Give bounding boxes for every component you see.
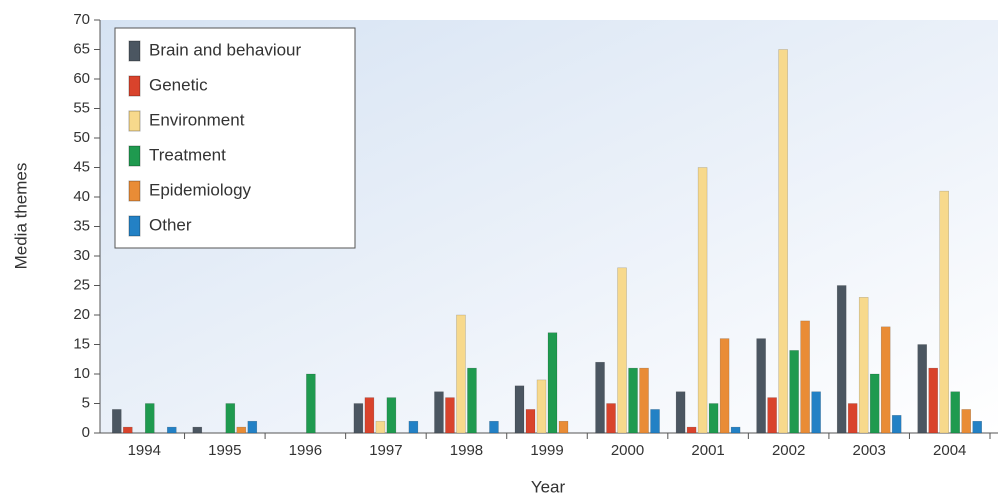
bar xyxy=(386,397,397,434)
y-axis-label: Media themes xyxy=(11,163,30,270)
bar xyxy=(891,415,902,434)
legend-box xyxy=(114,27,356,249)
bar xyxy=(225,403,236,434)
bar xyxy=(525,409,536,434)
bar xyxy=(639,367,649,434)
bar xyxy=(939,190,949,434)
legend-swatch xyxy=(128,110,141,132)
legend-swatch xyxy=(128,40,141,62)
y-tick-label: 40 xyxy=(73,188,90,205)
y-tick-label: 15 xyxy=(73,335,90,352)
bar xyxy=(408,420,419,434)
x-tick-label: 2000 xyxy=(611,442,644,459)
bar xyxy=(192,426,203,434)
bar xyxy=(514,385,525,434)
legend: Brain and behaviour Genetic Environment Tre… xyxy=(114,27,356,249)
legend-label: Epidemiology xyxy=(149,180,252,199)
bar xyxy=(880,326,891,434)
y-tick-label: 50 xyxy=(73,129,90,146)
legend-swatch xyxy=(128,215,141,237)
bar xyxy=(928,367,938,434)
bar xyxy=(778,49,788,434)
bar xyxy=(167,426,177,434)
bar xyxy=(836,285,847,434)
bar xyxy=(917,344,927,434)
bar xyxy=(650,409,660,434)
bar xyxy=(112,409,122,434)
bar xyxy=(767,397,777,434)
legend-label: Other xyxy=(149,215,192,234)
x-tick-label: 2004 xyxy=(933,442,966,459)
bar xyxy=(972,420,982,434)
bar xyxy=(847,403,858,434)
legend-swatch xyxy=(128,180,141,202)
bar xyxy=(375,420,386,434)
x-axis-label: Year xyxy=(531,477,566,496)
bar xyxy=(364,397,375,434)
bar xyxy=(353,403,364,434)
x-tick-label: 2001 xyxy=(691,442,724,459)
x-tick-label: 1999 xyxy=(530,442,563,459)
y-tick-label: 65 xyxy=(73,40,90,57)
y-tick-label: 30 xyxy=(73,247,90,264)
bar xyxy=(595,361,605,434)
bar xyxy=(756,338,766,434)
y-tick-label: 60 xyxy=(73,70,90,87)
bar xyxy=(686,426,697,434)
bar xyxy=(719,338,730,434)
y-tick-label: 0 xyxy=(82,424,90,441)
bar xyxy=(708,403,719,434)
y-tick-label: 20 xyxy=(73,306,90,323)
bar xyxy=(961,409,971,434)
bar xyxy=(730,426,741,434)
bar xyxy=(789,350,799,434)
bar xyxy=(869,373,880,434)
x-tick-label: 2003 xyxy=(852,442,885,459)
legend-swatch xyxy=(128,75,141,97)
bar xyxy=(236,426,247,434)
y-tick-label: 5 xyxy=(82,394,90,411)
bar xyxy=(675,391,686,434)
bar xyxy=(145,403,155,434)
bar xyxy=(445,397,455,434)
bar xyxy=(800,320,810,434)
bar xyxy=(628,367,638,434)
y-tick-label: 70 xyxy=(73,11,90,28)
bar xyxy=(247,420,258,434)
bar xyxy=(536,379,547,434)
legend-label: Brain and behaviour xyxy=(149,40,302,59)
bar xyxy=(811,391,821,434)
bar xyxy=(123,426,133,434)
bar xyxy=(306,373,316,434)
legend-label: Genetic xyxy=(149,75,208,94)
y-tick-label: 55 xyxy=(73,99,90,116)
bar xyxy=(434,391,444,434)
bar xyxy=(467,367,477,434)
bar xyxy=(558,420,569,434)
legend-label: Environment xyxy=(149,110,245,129)
bar xyxy=(547,332,558,434)
y-tick-label: 35 xyxy=(73,217,90,234)
legend-swatch xyxy=(128,145,141,167)
x-tick-label: 1996 xyxy=(289,442,322,459)
x-tick-label: 1997 xyxy=(369,442,402,459)
bar xyxy=(858,297,869,434)
x-tick-label: 1995 xyxy=(208,442,241,459)
bar xyxy=(617,267,627,434)
bar xyxy=(950,391,960,434)
bar xyxy=(489,420,499,434)
x-tick-label: 1994 xyxy=(128,442,161,459)
x-tick-label: 2002 xyxy=(772,442,805,459)
bar xyxy=(606,403,616,434)
bar xyxy=(697,167,708,434)
y-tick-label: 25 xyxy=(73,276,90,293)
y-tick-label: 10 xyxy=(73,365,90,382)
bar xyxy=(456,314,466,434)
y-tick-label: 45 xyxy=(73,158,90,175)
x-tick-label: 1998 xyxy=(450,442,483,459)
legend-label: Treatment xyxy=(149,145,226,164)
